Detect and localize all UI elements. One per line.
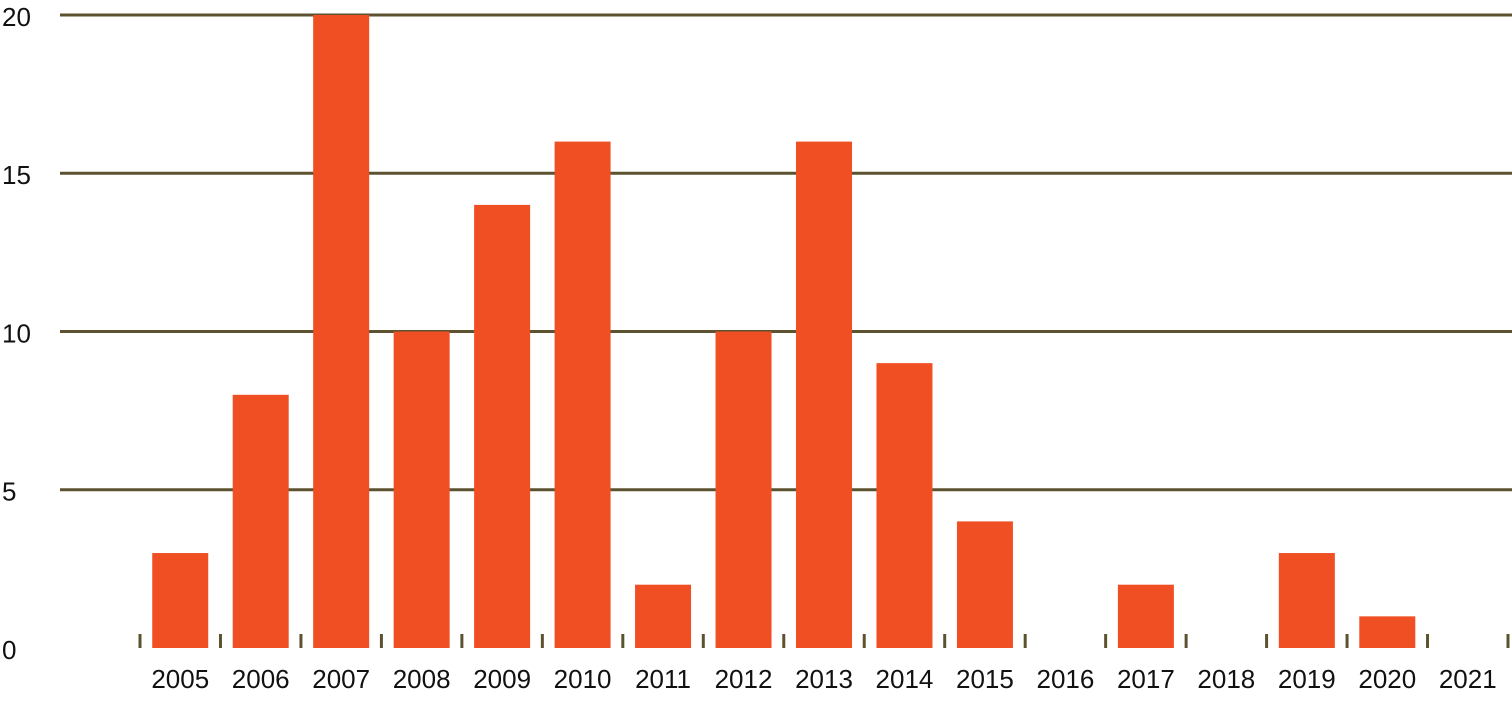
bar: [796, 141, 852, 648]
x-tick-label: 2009: [473, 664, 531, 694]
x-tick-label: 2019: [1278, 664, 1336, 694]
bar: [554, 141, 611, 648]
x-tick-label: 2020: [1358, 664, 1416, 694]
x-tick-label: 2017: [1117, 664, 1175, 694]
y-tick-label: 5: [2, 477, 16, 507]
bar: [232, 394, 289, 648]
x-tick-label: 2013: [795, 664, 853, 694]
x-tick-label: 2008: [393, 664, 451, 694]
y-tick-label: 20: [2, 2, 31, 32]
y-tick-label: 10: [2, 318, 31, 348]
x-tick-label: 2021: [1439, 664, 1497, 694]
x-tick-label: 2011: [635, 664, 691, 694]
x-tick-label: 2007: [312, 664, 370, 694]
bar: [1117, 584, 1174, 648]
bar: [152, 553, 209, 648]
bar: [715, 331, 772, 648]
bar: [956, 521, 1013, 648]
bar: [635, 584, 692, 648]
y-tick-label: 15: [2, 160, 31, 190]
bar: [1278, 553, 1335, 648]
x-tick-label: 2005: [151, 664, 209, 694]
bar: [876, 363, 933, 648]
bar: [1359, 616, 1416, 648]
bar: [313, 15, 370, 648]
x-tick-label: 2006: [232, 664, 290, 694]
x-tick-label: 2018: [1197, 664, 1255, 694]
x-tick-label: 2012: [715, 664, 773, 694]
x-tick-label: 2015: [956, 664, 1014, 694]
x-tick-label: 2014: [876, 664, 934, 694]
bar: [474, 204, 531, 648]
x-tick-label: 2016: [1036, 664, 1094, 694]
x-tick-label: 2010: [554, 664, 612, 694]
y-tick-label: 0: [2, 635, 16, 665]
bar: [393, 331, 450, 648]
